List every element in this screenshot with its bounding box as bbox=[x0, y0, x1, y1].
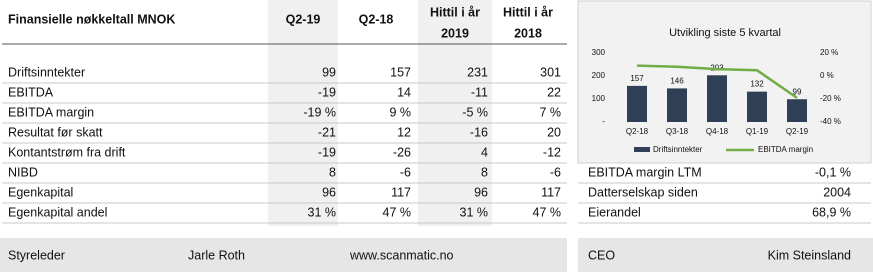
y2-tick-label: -20 % bbox=[820, 94, 841, 103]
footer-right bbox=[578, 238, 873, 272]
cell: -11 bbox=[471, 85, 488, 99]
column-header: 2018 bbox=[514, 26, 542, 40]
cell: -19 bbox=[318, 85, 336, 99]
legend-label: Driftsinntekter bbox=[653, 145, 703, 154]
column-header: Q2-18 bbox=[359, 12, 394, 26]
row-label: Driftsinntekter bbox=[8, 65, 85, 79]
row-label: Egenkapital andel bbox=[8, 205, 107, 219]
cell: 117 bbox=[541, 185, 561, 199]
data-label: 132 bbox=[750, 80, 764, 89]
cell: 157 bbox=[390, 65, 411, 79]
bar bbox=[787, 99, 807, 122]
info-value: 2004 bbox=[823, 185, 851, 199]
x-tick-label: Q4-18 bbox=[706, 127, 729, 136]
cell: -26 bbox=[393, 145, 411, 159]
cell: 231 bbox=[467, 65, 488, 79]
row-label: NIBD bbox=[8, 165, 38, 179]
cell: 14 bbox=[397, 85, 411, 99]
footer-left bbox=[0, 238, 567, 272]
table-title: Finansielle nøkkeltall MNOK bbox=[8, 12, 175, 26]
y-tick-label: 100 bbox=[592, 94, 606, 103]
cell: 22 bbox=[547, 85, 561, 99]
x-tick-label: Q2-19 bbox=[786, 127, 809, 136]
cell: 96 bbox=[474, 185, 488, 199]
footer-text: www.scanmatic.no bbox=[349, 248, 454, 262]
cell: 99 bbox=[322, 65, 336, 79]
data-label: 157 bbox=[630, 74, 644, 83]
x-tick-label: Q3-18 bbox=[666, 127, 689, 136]
cell: 47 % bbox=[533, 205, 562, 219]
info-value: -0,1 % bbox=[815, 165, 851, 179]
column-header: Q2-19 bbox=[286, 12, 321, 26]
legend-swatch bbox=[634, 147, 650, 152]
y2-tick-label: -40 % bbox=[820, 117, 841, 126]
y2-tick-label: 0 % bbox=[820, 71, 834, 80]
chart-title: Utvikling siste 5 kvartal bbox=[669, 27, 781, 39]
bar bbox=[707, 75, 727, 122]
bar bbox=[627, 85, 647, 122]
cell: 96 bbox=[322, 185, 336, 199]
info-value: 68,9 % bbox=[812, 205, 851, 219]
cell: -21 bbox=[318, 125, 336, 139]
cell: 20 bbox=[547, 125, 561, 139]
cell: -19 bbox=[318, 145, 336, 159]
row-label: Kontantstrøm fra drift bbox=[8, 145, 126, 159]
cell: -6 bbox=[550, 165, 561, 179]
cell: 31 % bbox=[308, 205, 337, 219]
cell: 12 bbox=[397, 125, 411, 139]
y-tick-label: - bbox=[602, 117, 605, 126]
row-label: Egenkapital bbox=[8, 185, 73, 199]
y2-tick-label: 20 % bbox=[820, 48, 838, 57]
bar bbox=[747, 91, 767, 122]
info-label: EBITDA margin LTM bbox=[588, 165, 702, 179]
line bbox=[636, 64, 798, 99]
footer-text: Jarle Roth bbox=[188, 248, 245, 262]
cell: 31 % bbox=[460, 205, 489, 219]
col-band bbox=[418, 0, 492, 226]
cell: -5 % bbox=[462, 105, 488, 119]
cell: 7 % bbox=[539, 105, 561, 119]
cell: 4 bbox=[481, 145, 488, 159]
y-tick-label: 300 bbox=[592, 48, 606, 57]
col-band bbox=[268, 0, 338, 226]
data-label: 99 bbox=[793, 87, 802, 96]
cell: 8 bbox=[329, 165, 336, 179]
y-tick-label: 200 bbox=[592, 71, 606, 80]
column-header: Hittil i år bbox=[503, 5, 553, 19]
cell: -16 bbox=[470, 125, 488, 139]
info-label: Datterselskap siden bbox=[588, 185, 698, 199]
row-label: EBITDA margin bbox=[8, 105, 94, 119]
legend-label: EBITDA margin bbox=[758, 145, 813, 154]
x-tick-label: Q2-18 bbox=[626, 127, 649, 136]
cell: 117 bbox=[391, 185, 411, 199]
cell: -12 bbox=[543, 145, 561, 159]
footer-text: Styreleder bbox=[8, 248, 65, 262]
cell: 9 % bbox=[389, 105, 411, 119]
row-label: EBITDA bbox=[8, 85, 54, 99]
info-label: Eierandel bbox=[588, 205, 641, 219]
cell: 47 % bbox=[383, 205, 412, 219]
data-label: 146 bbox=[670, 77, 684, 86]
footer-text: Kim Steinsland bbox=[768, 248, 851, 262]
cell: 301 bbox=[540, 65, 561, 79]
x-tick-label: Q1-19 bbox=[746, 127, 769, 136]
column-header: Hittil i år bbox=[430, 5, 480, 19]
column-header: 2019 bbox=[441, 26, 469, 40]
footer-text: CEO bbox=[588, 248, 615, 262]
bar bbox=[667, 88, 687, 122]
cell: -6 bbox=[400, 165, 411, 179]
row-label: Resultat før skatt bbox=[8, 125, 103, 139]
cell: 8 bbox=[481, 165, 488, 179]
cell: -19 % bbox=[303, 105, 336, 119]
